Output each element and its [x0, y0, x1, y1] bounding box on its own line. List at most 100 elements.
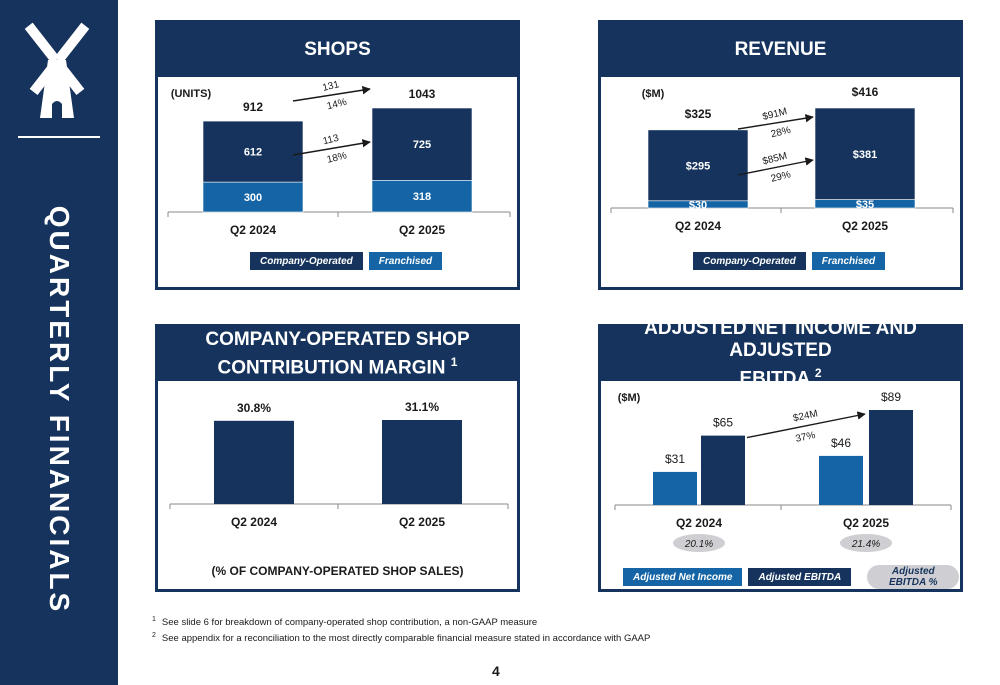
- category-label: Q2 2025: [843, 516, 889, 530]
- change-percent: 14%: [326, 97, 348, 113]
- data-label: 300: [244, 192, 262, 204]
- data-label: 725: [413, 139, 431, 151]
- change-arrow: [292, 86, 371, 102]
- margin-pill: [840, 534, 892, 552]
- data-label: $35: [856, 199, 874, 211]
- bar-margin: [214, 420, 294, 504]
- data-label: $381: [853, 149, 877, 161]
- change-percent: 29%: [770, 169, 792, 185]
- shops-legend: Company-Operated Franchised: [250, 252, 443, 270]
- bar-company-operated: [814, 107, 916, 200]
- data-label: 318: [413, 191, 431, 203]
- change-percent: 28%: [770, 125, 792, 141]
- change-arrow: [737, 157, 814, 176]
- revenue-title: REVENUE: [734, 39, 827, 60]
- sidebar-title: QUARTERLY FINANCIALS: [44, 205, 75, 615]
- change-arrow: [746, 411, 866, 439]
- margin-pill: [673, 534, 725, 552]
- data-label: $295: [686, 160, 710, 172]
- change-percent: 18%: [326, 150, 348, 166]
- bar-adjusted-net-income: [653, 471, 697, 505]
- ebitda-margin-label: 20.1%: [684, 539, 713, 550]
- ebitda-title-line1: ADJUSTED NET INCOME AND ADJUSTED: [644, 317, 917, 361]
- category-label: Q2 2024: [676, 516, 722, 530]
- ebitda-legend: Adjusted Net Income Adjusted EBITDA Adju…: [623, 565, 960, 589]
- bar-company-operated: [371, 107, 473, 181]
- data-label: $89: [881, 390, 901, 404]
- shops-title: SHOPS: [304, 39, 371, 60]
- bar-franchised: [202, 181, 304, 213]
- revenue-panel: REVENUE ($M) $30 $295 $325 Q2 2024 $35 $381 $41…: [598, 20, 963, 290]
- margin-chart: 30.8% Q2 2024 31.1% Q2 2025: [169, 400, 509, 529]
- shops-panel: SHOPS (UNITS) 300 612 912 Q2 2024 318 725 1043 Q…: [155, 20, 520, 290]
- data-label: 30.8%: [237, 401, 271, 415]
- legend-franchised: Franchised: [368, 252, 443, 270]
- data-label: $31: [665, 452, 685, 466]
- total-label: $325: [685, 107, 712, 121]
- margin-footer: (% OF COMPANY-OPERATED SHOP SALES): [211, 564, 464, 578]
- data-label: $30: [689, 199, 707, 211]
- margin-panel-header: COMPANY-OPERATED SHOP CONTRIBUTION MARGI…: [158, 327, 517, 381]
- change-value: $91M: [761, 106, 788, 123]
- legend-company-operated: Company-Operated: [693, 252, 806, 270]
- bar-adjusted-ebitda: [869, 410, 913, 505]
- ebitda-chart: ($M) $31 $65 Q2 2024 20.1% $46 $89 Q2 2025 21.4%…: [614, 390, 952, 552]
- bar-franchised: [371, 179, 473, 213]
- footnote-2-mark: 2: [152, 632, 156, 640]
- category-label: Q2 2025: [842, 219, 888, 233]
- change-percent: 37%: [795, 430, 817, 445]
- footnote-1-text: See slide 6 for breakdown of company-ope…: [161, 617, 538, 629]
- legend-company-operated: Company-Operated: [250, 252, 363, 270]
- sidebar: QUARTERLY FINANCIALS: [0, 0, 118, 685]
- change-arrow: [737, 114, 814, 130]
- change-value: $24M: [792, 408, 819, 424]
- footnote-1: 1 See slide 6 for breakdown of company-op…: [152, 613, 650, 629]
- unit-label: (UNITS): [171, 88, 212, 100]
- footnote-1-mark: 1: [152, 616, 156, 623]
- margin-panel: COMPANY-OPERATED SHOP CONTRIBUTION MARGI…: [155, 324, 520, 592]
- bar-company-operated: [202, 120, 304, 183]
- category-label: Q2 2025: [399, 223, 445, 237]
- shops-panel-header: SHOPS: [158, 23, 517, 77]
- total-label: $416: [852, 85, 879, 99]
- page-number: 4: [492, 663, 500, 679]
- revenue-legend: Company-Operated Franchised: [693, 252, 886, 270]
- revenue-panel-header: REVENUE: [601, 23, 960, 77]
- legend-adjusted-ebitda: Adjusted EBITDA: [748, 568, 852, 586]
- change-value: 113: [322, 133, 341, 148]
- shops-chart: (UNITS) 300 612 912 Q2 2024 318 725 1043 Q2 2025…: [167, 79, 511, 237]
- revenue-chart: ($M) $30 $295 $325 Q2 2024 $35 $381 $416 Q2 2025…: [610, 85, 954, 233]
- total-label: 912: [243, 100, 263, 114]
- margin-title-line1: COMPANY-OPERATED SHOP: [205, 328, 470, 350]
- footnote-2-text: See appendix for a reconciliation to the…: [161, 633, 651, 645]
- data-label: $46: [831, 436, 851, 450]
- legend-adjusted-ebitda-percent: Adjusted EBITDA %: [867, 565, 960, 589]
- data-label: $65: [713, 416, 733, 430]
- margin-title-line2: CONTRIBUTION MARGIN: [217, 357, 446, 379]
- ebitda-panel-header: ADJUSTED NET INCOME AND ADJUSTED EBITDA …: [601, 318, 960, 389]
- unit-label: ($M): [618, 392, 641, 404]
- margin-title-footnote: 1: [450, 354, 458, 369]
- ebitda-panel: ADJUSTED NET INCOME AND ADJUSTED EBITDA …: [598, 318, 963, 592]
- data-label: 31.1%: [405, 400, 439, 414]
- category-label: Q2 2024: [230, 223, 276, 237]
- unit-label: ($M): [642, 88, 665, 100]
- footnote-2: 2 See appendix for a reconciliation to th…: [152, 629, 650, 645]
- ebitda-title-line2: EBITDA: [739, 368, 810, 390]
- total-label: 1043: [409, 87, 436, 101]
- change-value: $85M: [761, 151, 788, 168]
- category-label: Q2 2025: [399, 515, 445, 529]
- bar-company-operated: [647, 129, 749, 202]
- category-label: Q2 2024: [675, 219, 721, 233]
- category-label: Q2 2024: [231, 515, 277, 529]
- legend-franchised: Franchised: [811, 252, 886, 270]
- bar-margin: [382, 420, 462, 504]
- sidebar-divider: [18, 136, 100, 138]
- data-label: 612: [244, 147, 262, 159]
- footnotes: 1 See slide 6 for breakdown of company-op…: [152, 613, 650, 645]
- bar-adjusted-net-income: [819, 455, 863, 505]
- windmill-icon: [24, 22, 90, 118]
- bar-adjusted-ebitda: [701, 435, 745, 505]
- change-value: 131: [321, 79, 340, 94]
- ebitda-title-footnote: 2: [814, 365, 822, 380]
